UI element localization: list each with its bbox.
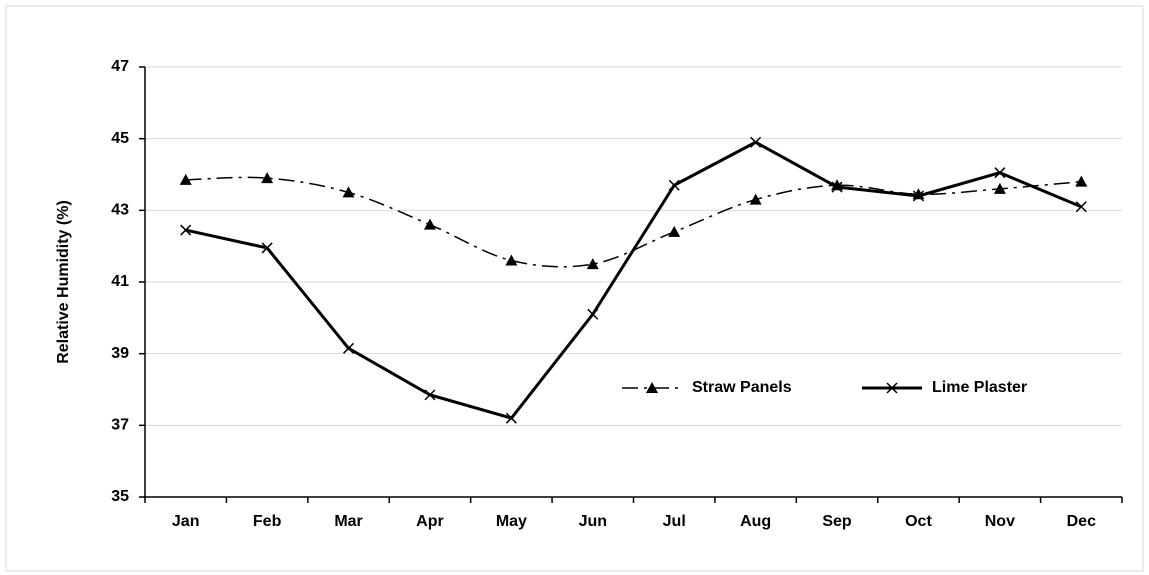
- y-tick-label: 35: [111, 488, 129, 505]
- chart-frame: [5, 5, 1144, 572]
- x-tick-label: Mar: [334, 513, 362, 530]
- x-tick-label: Jan: [172, 513, 200, 530]
- data-point: [1075, 175, 1088, 187]
- data-point: [342, 186, 355, 198]
- y-tick-label: 41: [111, 273, 129, 290]
- data-point: [424, 389, 436, 401]
- x-tick-label: Oct: [905, 513, 932, 530]
- legend-label: Lime Plaster: [932, 379, 1027, 396]
- data-point: [586, 258, 599, 270]
- y-axis-label: Relative Humidity (%): [55, 200, 72, 364]
- data-point: [423, 218, 436, 230]
- y-tick-label: 47: [111, 58, 129, 75]
- data-point: [180, 224, 192, 236]
- legend-label: Straw Panels: [692, 379, 792, 396]
- data-point: [668, 225, 681, 237]
- x-tick-label: Dec: [1067, 513, 1096, 530]
- x-tick-label: Apr: [416, 513, 444, 530]
- data-point: [1075, 201, 1087, 213]
- y-tick-label: 43: [111, 202, 129, 219]
- data-point: [505, 412, 517, 424]
- data-point: [179, 173, 192, 185]
- data-point: [505, 254, 518, 266]
- data-point: [994, 167, 1006, 179]
- data-point: [261, 172, 274, 184]
- data-point: [750, 136, 762, 148]
- data-point: [587, 308, 599, 320]
- x-tick-label: Aug: [740, 513, 771, 530]
- legend-marker: [886, 382, 898, 394]
- x-tick-label: May: [496, 513, 527, 530]
- x-tick-label: Jun: [579, 513, 607, 530]
- data-point: [749, 193, 762, 205]
- data-point: [668, 179, 680, 191]
- y-tick-label: 45: [111, 130, 129, 147]
- y-tick-label: 39: [111, 345, 129, 362]
- legend-marker: [646, 382, 658, 393]
- y-tick-label: 37: [111, 417, 129, 434]
- data-point: [912, 190, 924, 202]
- x-tick-label: Feb: [253, 513, 282, 530]
- data-point: [993, 182, 1006, 194]
- series-line: [185, 140, 1082, 420]
- data-point: [343, 342, 355, 354]
- x-tick-label: Nov: [985, 513, 1015, 530]
- x-tick-label: Sep: [822, 513, 852, 530]
- data-point: [831, 181, 843, 193]
- data-point: [261, 242, 273, 254]
- x-tick-label: Jul: [663, 513, 686, 530]
